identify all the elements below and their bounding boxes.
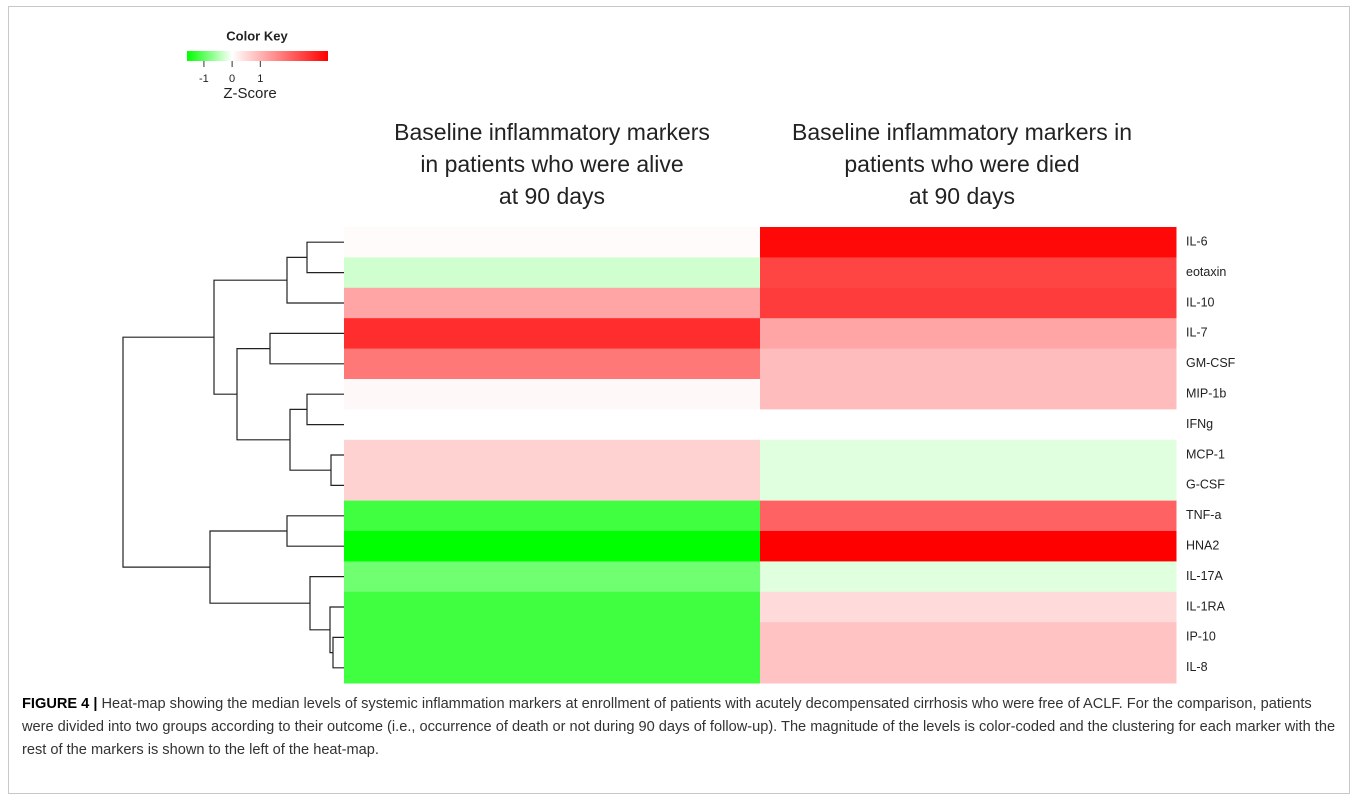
row-label: IL-8 (1186, 660, 1208, 674)
heatmap-cell (760, 409, 1177, 441)
row-label: IP-10 (1186, 630, 1216, 644)
heatmap-cell (344, 531, 761, 562)
dendrogram-branch (286, 256, 344, 304)
heatmap-cell (344, 348, 761, 380)
row-label: MCP-1 (1186, 447, 1225, 461)
dendrogram-branch (309, 576, 344, 631)
dendrogram-branch (269, 332, 344, 365)
color-key-bar (187, 51, 328, 61)
heatmap-cell (344, 409, 761, 441)
dendrogram-branch (286, 515, 344, 547)
dendrogram-branch (213, 279, 287, 395)
heatmap-cell (344, 257, 761, 289)
column-title: Baseline inflammatory markers (394, 119, 710, 145)
heatmap-cell (344, 500, 761, 532)
heatmap-cell (760, 348, 1177, 380)
key-title: Color Key (226, 28, 288, 43)
column-title: in patients who were alive (420, 151, 683, 177)
dendrogram-branch (122, 336, 214, 568)
caption-text: Heat-map showing the median levels of sy… (22, 696, 1336, 758)
heatmap-cell (344, 652, 761, 684)
row-label: IL-7 (1186, 326, 1208, 340)
row-label: HNA2 (1186, 538, 1219, 552)
column-title: at 90 days (499, 183, 605, 209)
row-label: TNF-a (1186, 508, 1221, 522)
heatmap-cell (760, 227, 1177, 258)
heatmap-cell (344, 227, 761, 258)
heatmap-cell (760, 531, 1177, 562)
row-label: IL-6 (1186, 234, 1208, 248)
row-label: G-CSF (1186, 478, 1225, 492)
heatmap-cell (344, 379, 761, 410)
dendrogram-branch (330, 454, 344, 486)
column-title: at 90 days (909, 183, 1015, 209)
dendrogram-branch (329, 606, 344, 654)
dendrogram (122, 241, 344, 669)
heatmap-cell (344, 287, 761, 319)
heatmap-cell (760, 561, 1177, 593)
heatmap-cell (344, 318, 761, 350)
figure-frame (8, 6, 1350, 794)
column-title: Baseline inflammatory markers in (792, 119, 1132, 145)
row-label: MIP-1b (1186, 386, 1226, 400)
caption: FIGURE 4 | Heat-map showing the median l… (22, 693, 1340, 762)
heatmap-cell (760, 287, 1177, 319)
dendrogram-branch (209, 530, 310, 604)
key-tick-label: -1 (199, 73, 209, 85)
heatmap-cell (344, 591, 761, 623)
heatmap-cell (760, 622, 1177, 654)
heatmap-cell (760, 591, 1177, 623)
heatmap-cell (344, 561, 761, 593)
key-label: Z-Score (223, 85, 276, 102)
dendrogram-branch (332, 636, 344, 669)
column-title: patients who were died (844, 151, 1079, 177)
heatmap-cell (344, 439, 761, 471)
row-label: IFNg (1186, 417, 1213, 431)
caption-label: FIGURE 4 | (22, 696, 98, 712)
chart: Color Key Z-Score -1 0 1 Baseline inflammat… (122, 28, 1236, 684)
dendrogram-branch (289, 408, 331, 471)
key-tick-label: 0 (229, 73, 235, 85)
row-label: GM-CSF (1186, 356, 1236, 370)
dendrogram-branch (306, 241, 344, 274)
heatmap-cell (760, 500, 1177, 532)
heatmap-cell (344, 622, 761, 654)
row-label: eotaxin (1186, 265, 1226, 279)
heatmap-cell (760, 439, 1177, 471)
heatmap-cell (760, 652, 1177, 684)
row-label: IL-1RA (1186, 599, 1226, 613)
heatmap-cell (760, 470, 1177, 502)
dendrogram-branch (236, 348, 290, 441)
dendrogram-branch (306, 393, 344, 426)
row-label: IL-17A (1186, 569, 1223, 583)
key-tick-label: 1 (257, 73, 263, 85)
heatmap-cell (760, 379, 1177, 410)
heatmap-cell (760, 318, 1177, 350)
heatmap-cell (760, 257, 1177, 289)
heatmap-cell (344, 470, 761, 502)
row-label: IL-10 (1186, 295, 1215, 309)
